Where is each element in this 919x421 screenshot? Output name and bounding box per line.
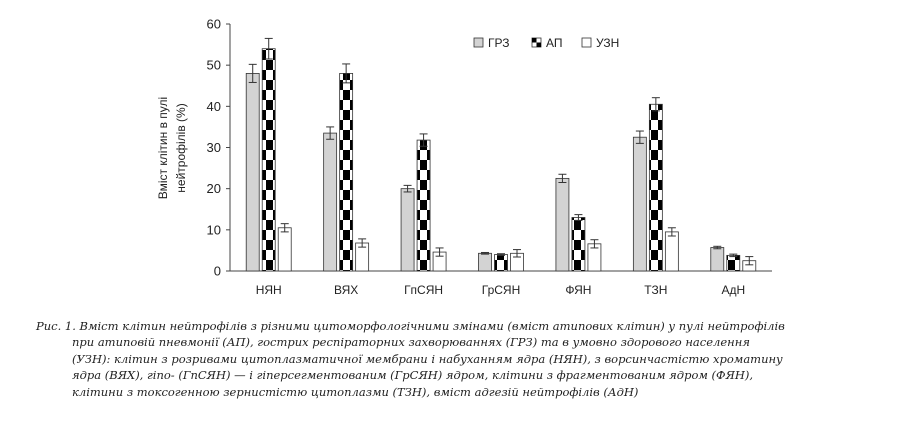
- bar-ap: [416, 139, 431, 272]
- bar-uzn: [277, 227, 292, 272]
- legend: ГРЗ АП УЗН: [473, 36, 619, 50]
- category-label: ТЗН: [644, 283, 667, 297]
- bar-grz: [632, 136, 647, 272]
- caption-line: ядра (ВЯХ), гіпо- (ГпСЯН) — і гіперсегме…: [72, 368, 754, 383]
- bar-uzn: [664, 231, 679, 272]
- caption-line: при атиповій пневмонії (АП), гострих рес…: [72, 335, 750, 350]
- bar-ap: [339, 73, 354, 272]
- bar-ap: [261, 48, 276, 272]
- y-tick-label: 40: [207, 99, 221, 114]
- y-tick-label: 0: [214, 264, 221, 279]
- caption-line: (УЗН): клітин з розривами цитоплазматичн…: [72, 351, 783, 366]
- caption-line: Рис. 1. Вміст клітин нейтрофілів з різни…: [36, 319, 785, 333]
- category-labels-group: НЯН ВЯХ ГпСЯН ГрСЯН ФЯН ТЗН АдН: [256, 283, 745, 297]
- bar-grz: [400, 188, 415, 272]
- category-label: АдН: [721, 283, 745, 297]
- legend-label: УЗН: [596, 36, 619, 50]
- y-axis-label-line: Вміст клітин в пулі: [156, 97, 170, 199]
- bar-ap: [648, 103, 663, 272]
- y-tick-label: 60: [207, 17, 221, 32]
- legend-swatch: [581, 37, 592, 48]
- figure-caption: Рис. 1. Вміст клітин нейтрофілів з різни…: [36, 318, 884, 400]
- bar-grz: [323, 132, 338, 272]
- legend-swatch-pattern: [532, 38, 537, 43]
- caption-line: клітини з токсогенною зернистістю цитопл…: [72, 384, 639, 399]
- legend-swatch: [473, 37, 484, 48]
- y-axis-label: Вміст клітин в пулі нейтрофілів (%): [156, 97, 188, 199]
- bar-ap: [726, 254, 741, 272]
- bar-grz: [245, 73, 260, 272]
- legend-label: АП: [546, 36, 563, 50]
- error-bars-group: [248, 37, 754, 266]
- category-label: ВЯХ: [334, 283, 358, 297]
- category-label: ФЯН: [565, 283, 591, 297]
- y-axis-label-line: нейтрофілів (%): [174, 103, 188, 192]
- legend-label: ГРЗ: [488, 36, 510, 50]
- bar-grz: [710, 247, 725, 272]
- y-tick-label: 20: [207, 181, 221, 196]
- axes: [226, 23, 772, 272]
- bar-grz: [555, 177, 570, 272]
- tick-labels-group: 0 10 20 30 40 50 60: [207, 17, 221, 279]
- bar-grz: [478, 252, 492, 272]
- bars-group: [245, 48, 757, 272]
- category-label: ГпСЯН: [404, 283, 443, 297]
- category-label: НЯН: [256, 283, 282, 297]
- y-tick-label: 10: [207, 222, 221, 237]
- y-tick-label: 50: [207, 58, 221, 73]
- category-label: ГрСЯН: [482, 283, 521, 297]
- legend-swatch-pattern: [536, 42, 541, 47]
- y-tick-label: 30: [207, 140, 221, 155]
- bar-ap: [494, 254, 508, 272]
- bar-ap: [571, 217, 586, 272]
